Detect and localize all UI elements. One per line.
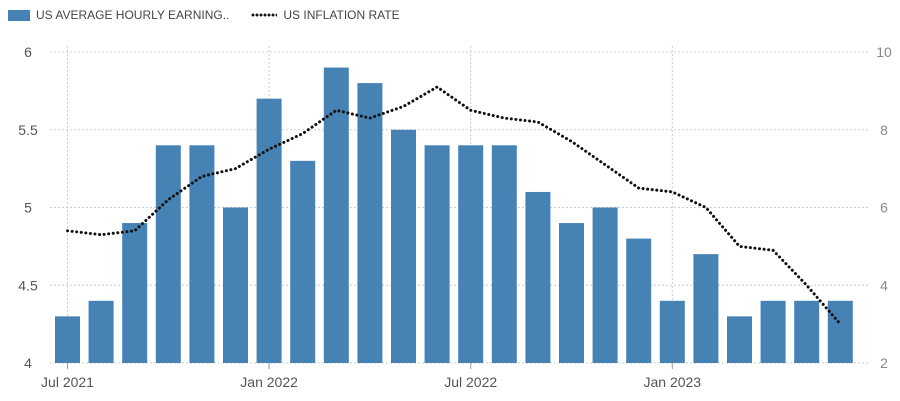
legend-item-earnings[interactable]: US AVERAGE HOURLY EARNING.. xyxy=(8,8,229,22)
inflation-point[interactable] xyxy=(131,227,139,235)
inflation-point[interactable] xyxy=(366,114,374,122)
inflation-point[interactable] xyxy=(164,196,172,204)
earnings-bar[interactable] xyxy=(794,300,820,363)
inflation-point[interactable] xyxy=(769,246,777,254)
inflation-point[interactable] xyxy=(702,204,710,212)
inflation-point[interactable] xyxy=(232,165,240,173)
inflation-point[interactable] xyxy=(836,320,844,328)
legend-swatch-bar xyxy=(8,9,30,21)
inflation-point[interactable] xyxy=(332,106,340,114)
earnings-bar[interactable] xyxy=(693,254,719,363)
earnings-bar[interactable] xyxy=(155,145,181,363)
earnings-bar[interactable] xyxy=(727,316,752,363)
x-axis-ticks: Jul 2021 Jan 2022 Jul 2022 Jan 2023 xyxy=(41,374,701,390)
earnings-bar[interactable] xyxy=(424,145,450,363)
earnings-bar[interactable] xyxy=(189,145,215,363)
earnings-bar[interactable] xyxy=(290,160,316,363)
inflation-line-path[interactable] xyxy=(66,85,842,326)
right-tick-label: 2 xyxy=(880,355,888,371)
right-axis-ticks: 2 4 6 8 10 xyxy=(876,44,892,371)
inflation-point[interactable] xyxy=(400,102,408,110)
earnings-bar[interactable] xyxy=(559,223,584,363)
right-tick-label: 8 xyxy=(880,122,888,138)
right-tick-label: 4 xyxy=(880,277,888,293)
earnings-bar[interactable] xyxy=(55,316,80,363)
legend-item-inflation[interactable]: US INFLATION RATE xyxy=(251,8,400,22)
inflation-point[interactable] xyxy=(568,137,576,145)
inflation-point[interactable] xyxy=(500,114,508,122)
right-tick-label: 6 xyxy=(880,200,888,216)
inflation-point[interactable] xyxy=(668,188,676,196)
inflation-point[interactable] xyxy=(467,106,475,114)
x-tick-label: Jan 2023 xyxy=(643,374,701,390)
earnings-bar[interactable] xyxy=(525,191,551,363)
inflation-point[interactable] xyxy=(433,83,441,91)
legend-swatch-dotted-line xyxy=(251,13,278,17)
earnings-bar[interactable] xyxy=(88,300,114,363)
inflation-point[interactable] xyxy=(635,184,643,192)
earnings-bar[interactable] xyxy=(223,207,248,364)
earnings-bars xyxy=(55,67,853,364)
left-tick-label: 6 xyxy=(24,44,32,60)
earnings-bar[interactable] xyxy=(592,207,618,364)
inflation-point[interactable] xyxy=(534,118,542,126)
inflation-point[interactable] xyxy=(64,227,72,235)
earnings-bar[interactable] xyxy=(122,223,148,363)
chart-legend: US AVERAGE HOURLY EARNING.. US INFLATION… xyxy=(8,6,422,24)
earnings-bar[interactable] xyxy=(491,145,517,363)
earnings-bar[interactable] xyxy=(391,129,416,363)
x-tick-label: Jan 2022 xyxy=(240,374,298,390)
x-tick-label: Jul 2022 xyxy=(444,374,497,390)
earnings-bar[interactable] xyxy=(760,300,786,363)
left-axis-ticks: 4 4.5 5 5.5 6 xyxy=(18,44,38,371)
inflation-point[interactable] xyxy=(736,242,744,250)
legend-label-earnings: US AVERAGE HOURLY EARNING.. xyxy=(36,8,230,22)
earnings-bar[interactable] xyxy=(827,300,853,363)
inflation-point[interactable] xyxy=(265,145,273,153)
earnings-bar[interactable] xyxy=(626,238,652,363)
left-tick-label: 5.5 xyxy=(18,122,38,138)
left-tick-label: 4.5 xyxy=(18,277,38,293)
left-tick-label: 4 xyxy=(24,355,32,371)
earnings-bar[interactable] xyxy=(256,98,282,364)
earnings-bar[interactable] xyxy=(458,145,484,363)
inflation-point[interactable] xyxy=(601,161,609,169)
left-tick-label: 5 xyxy=(24,200,32,216)
x-tick-label: Jul 2021 xyxy=(41,374,94,390)
earnings-bar[interactable] xyxy=(659,300,685,363)
inflation-point[interactable] xyxy=(299,130,307,138)
inflation-point[interactable] xyxy=(198,172,206,180)
legend-label-inflation: US INFLATION RATE xyxy=(283,8,400,22)
inflation-point[interactable] xyxy=(803,281,811,289)
right-tick-label: 10 xyxy=(876,44,892,60)
earnings-bar[interactable] xyxy=(357,83,383,363)
inflation-line xyxy=(64,83,844,328)
inflation-point[interactable] xyxy=(97,231,105,239)
